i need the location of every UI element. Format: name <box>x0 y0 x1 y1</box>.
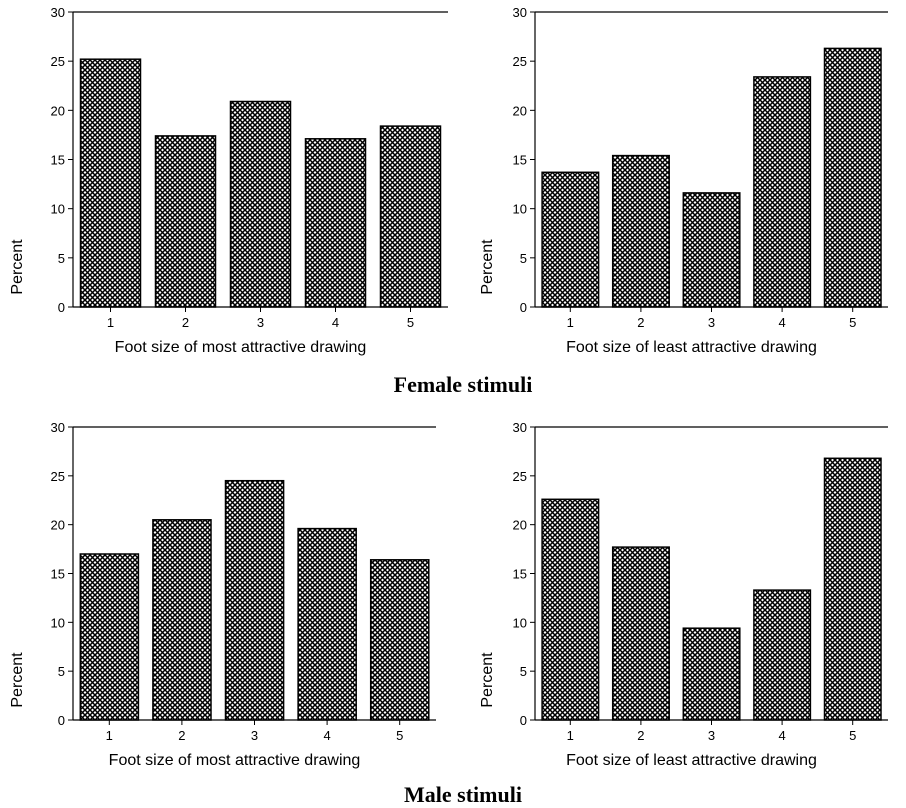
x-axis-label: Foot size of least attractive drawing <box>566 752 817 769</box>
panel-female-least-attractive: 0 5 10 15 20 25 30 1 2 3 4 5 Foot size of least attr… <box>479 5 888 356</box>
y-tick-label: 5 <box>58 664 65 679</box>
bar-1 <box>79 553 140 721</box>
y-tick-label: 30 <box>513 5 527 20</box>
x-tick-label: 4 <box>778 728 785 743</box>
bar-3 <box>229 100 292 308</box>
y-tick-label: 15 <box>513 567 527 582</box>
x-tick-label: 2 <box>182 315 189 330</box>
y-tick-label: 30 <box>513 420 527 435</box>
panel-female-most-attractive: 0 5 10 15 20 25 30 1 2 3 4 5 Foot size of most attra… <box>9 5 448 356</box>
group-title-male: Male stimuli <box>404 782 522 807</box>
x-tick-label: 2 <box>637 728 644 743</box>
x-tick-label: 1 <box>567 315 574 330</box>
y-tick-label: 25 <box>513 54 527 69</box>
x-tick-label: 4 <box>332 315 339 330</box>
y-tick-label: 20 <box>51 103 65 118</box>
x-tick-label: 3 <box>708 315 715 330</box>
y-tick-label: 5 <box>520 664 527 679</box>
y-tick-label: 10 <box>51 202 65 217</box>
x-tick-label: 1 <box>107 315 114 330</box>
y-axis-label: Percent <box>9 652 26 708</box>
y-axis-label: Percent <box>479 652 496 708</box>
y-tick-label: 0 <box>58 713 65 728</box>
x-axis-label: Foot size of most attractive drawing <box>109 752 361 769</box>
x-tick-label: 3 <box>708 728 715 743</box>
bar-2 <box>154 135 217 308</box>
x-tick-label: 3 <box>251 728 258 743</box>
bar-2 <box>611 546 670 721</box>
y-tick-label: 0 <box>520 713 527 728</box>
bar-5 <box>823 47 882 308</box>
y-tick-label: 25 <box>51 54 65 69</box>
x-tick-label: 5 <box>849 315 856 330</box>
y-tick-label: 5 <box>520 251 527 266</box>
y-tick-label: 15 <box>51 153 65 168</box>
x-tick-label: 4 <box>778 315 785 330</box>
x-tick-label: 5 <box>396 728 403 743</box>
y-tick-label: 10 <box>51 615 65 630</box>
group-title-female: Female stimuli <box>394 372 533 397</box>
y-tick-label: 20 <box>513 518 527 533</box>
bar-1 <box>541 171 600 308</box>
bar-1 <box>79 58 142 308</box>
y-tick-label: 0 <box>58 300 65 315</box>
y-tick-label: 20 <box>513 103 527 118</box>
bar-4 <box>304 138 367 308</box>
bar-4 <box>753 76 812 308</box>
bar-3 <box>682 192 741 308</box>
bar-2 <box>152 519 212 721</box>
y-tick-label: 10 <box>513 202 527 217</box>
bar-4 <box>297 527 357 721</box>
y-tick-label: 10 <box>513 615 527 630</box>
x-tick-label: 5 <box>849 728 856 743</box>
y-tick-label: 25 <box>513 469 527 484</box>
x-tick-label: 2 <box>637 315 644 330</box>
y-tick-label: 15 <box>51 567 65 582</box>
bar-5 <box>823 457 882 721</box>
bar-5 <box>379 125 442 308</box>
y-tick-label: 30 <box>51 5 65 20</box>
y-tick-label: 0 <box>520 300 527 315</box>
x-tick-label: 4 <box>323 728 330 743</box>
bar-1 <box>541 498 600 721</box>
x-axis-label: Foot size of least attractive drawing <box>566 339 817 356</box>
y-axis-label: Percent <box>9 239 26 295</box>
bar-3 <box>224 479 285 721</box>
x-axis-label: Foot size of most attractive drawing <box>115 339 367 356</box>
bar-2 <box>611 154 670 308</box>
y-tick-label: 30 <box>51 420 65 435</box>
x-tick-label: 5 <box>407 315 414 330</box>
panel-male-least-attractive: 0 5 10 15 20 25 30 1 2 3 4 5 Foot size of least attr… <box>479 420 888 769</box>
bar-3 <box>682 627 741 721</box>
y-tick-label: 20 <box>51 518 65 533</box>
y-axis-label: Percent <box>479 239 496 295</box>
y-tick-label: 25 <box>51 469 65 484</box>
bar-4 <box>753 589 812 721</box>
y-tick-label: 5 <box>58 251 65 266</box>
bar-5 <box>369 559 430 721</box>
y-tick-label: 15 <box>513 153 527 168</box>
x-tick-label: 1 <box>106 728 113 743</box>
x-tick-label: 2 <box>178 728 185 743</box>
x-tick-label: 1 <box>567 728 574 743</box>
panel-male-most-attractive: 0 5 10 15 20 25 30 1 2 3 4 5 Foot size of most attra… <box>9 420 436 769</box>
x-tick-label: 3 <box>257 315 264 330</box>
